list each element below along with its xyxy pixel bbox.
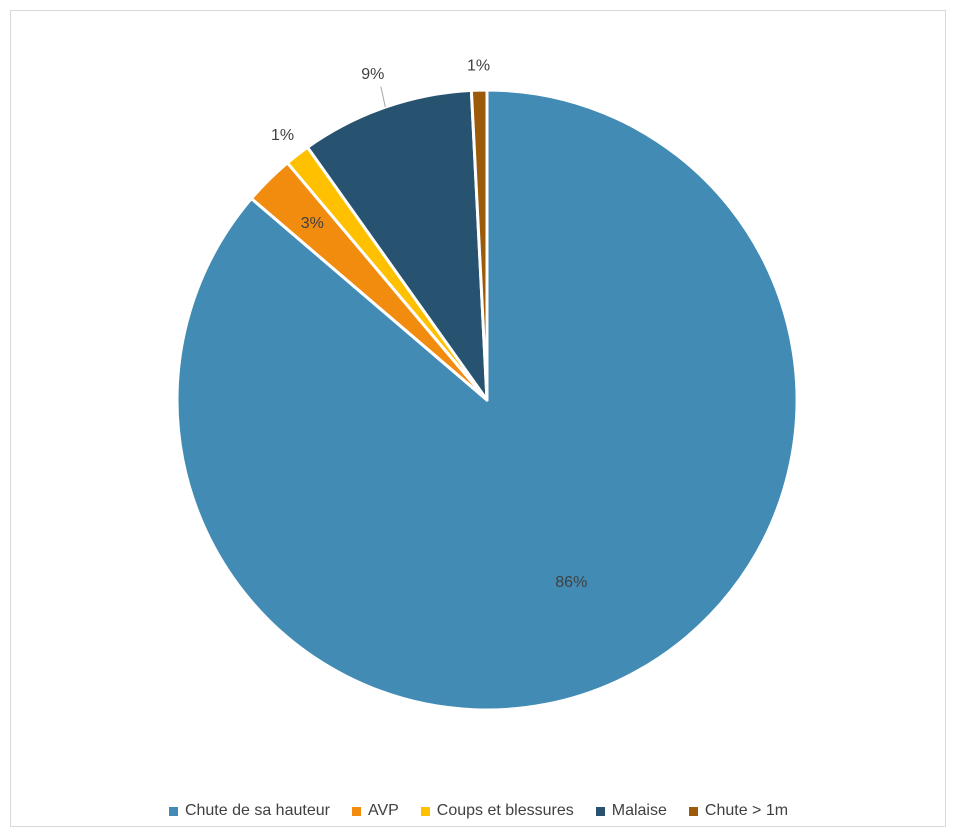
legend-label: Coups et blessures (436, 802, 574, 819)
legend: Chute de sa hauteur AVP Coups et blessur… (0, 800, 957, 822)
legend-swatch (351, 806, 361, 816)
pie-slice-chute-de-sa-hauteur (175, 88, 799, 712)
legend-label: Chute de sa hauteur (184, 802, 330, 819)
pie-slices (175, 88, 799, 712)
legend-item-chute-plus-1m: Chute > 1m (688, 802, 789, 820)
legend-swatch (420, 806, 430, 816)
legend-item-chute-de-sa-hauteur: Chute de sa hauteur (168, 802, 330, 820)
legend-label: Chute > 1m (704, 802, 789, 819)
data-label-avp: 3% (301, 215, 324, 232)
legend-swatch (688, 806, 698, 816)
data-label-coups-et-blessures: 1% (271, 127, 294, 144)
data-label-malaise: 9% (361, 66, 384, 83)
legend-label: AVP (367, 802, 399, 819)
leader-line-malaise (380, 86, 386, 108)
legend-swatch (595, 806, 605, 816)
data-label-chute-de-sa-hauteur: 86% (555, 574, 587, 591)
data-label-chute-1m: 1% (467, 57, 490, 74)
legend-swatch (168, 806, 178, 816)
pie-slice-malaise (305, 88, 489, 402)
legend-item-coups-et-blessures: Coups et blessures (420, 802, 574, 820)
legend-item-avp: AVP (351, 802, 399, 820)
pie-slice-chute-1m (469, 88, 489, 402)
legend-label: Malaise (611, 802, 667, 819)
legend-item-malaise: Malaise (595, 802, 667, 820)
data-labels: 86% 3% 1% 9% 1% (271, 57, 587, 591)
